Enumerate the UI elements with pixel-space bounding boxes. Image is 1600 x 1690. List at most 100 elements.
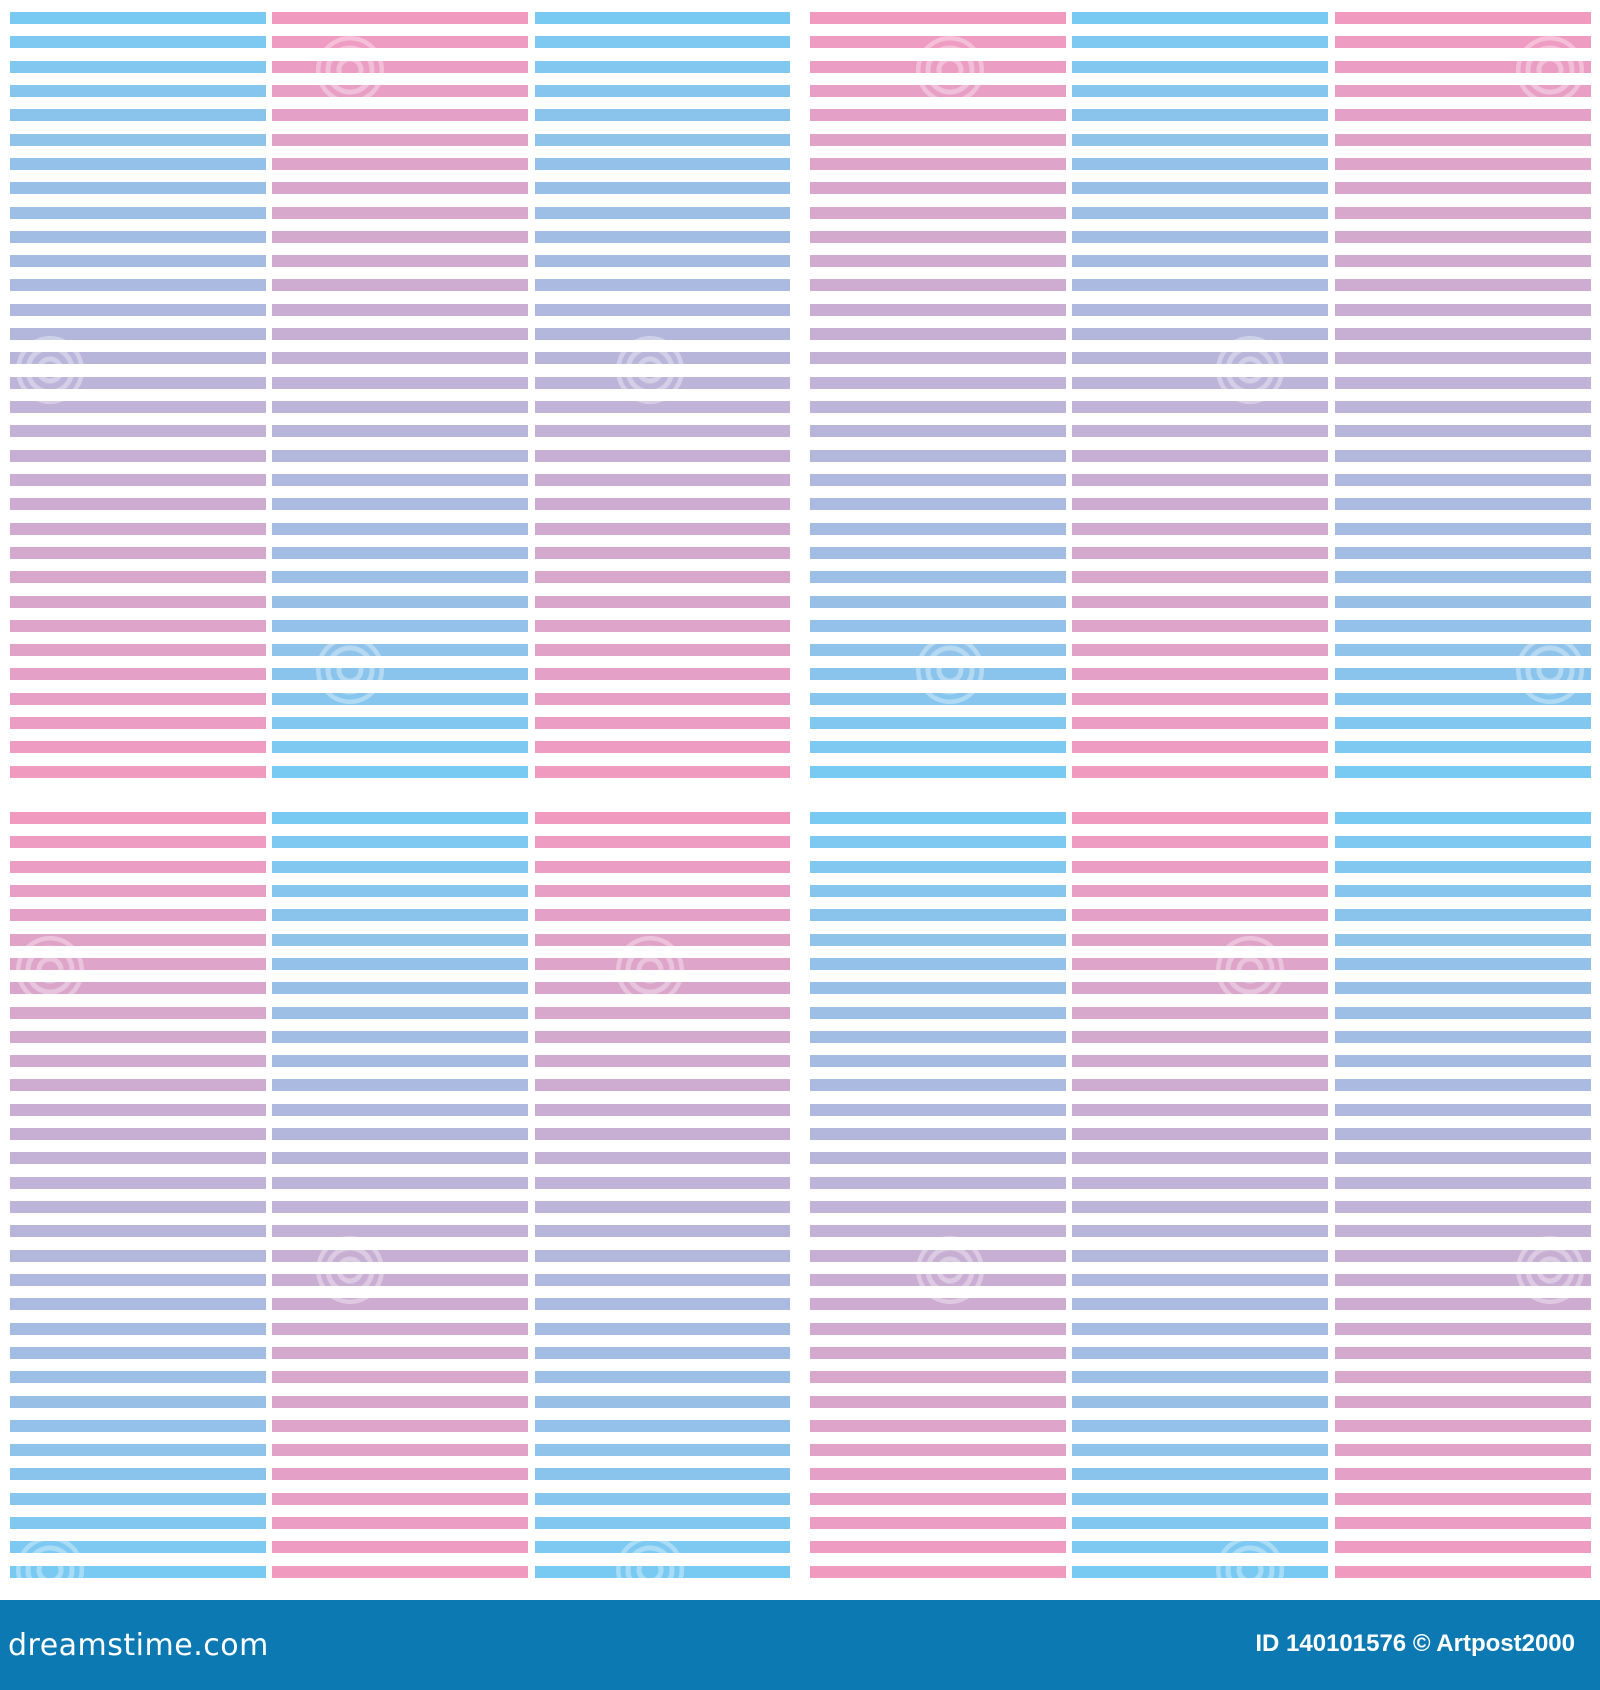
stripe [272, 377, 528, 389]
dreamstime-swirl-icon [616, 1536, 684, 1600]
stripe [272, 1347, 528, 1359]
stripe [1072, 1396, 1328, 1408]
stripe [10, 61, 266, 73]
stripe [1335, 134, 1591, 146]
stripe [272, 182, 528, 194]
stripe [1335, 1201, 1591, 1213]
stripe [810, 207, 1066, 219]
stripe [810, 1517, 1066, 1529]
stripe-block [535, 12, 790, 790]
stripe [272, 425, 528, 437]
stripe [1072, 766, 1328, 778]
stripe [1335, 1420, 1591, 1432]
stripe [10, 741, 266, 753]
stripe [1335, 523, 1591, 535]
stripe [10, 934, 266, 946]
stripe [10, 1347, 266, 1359]
stripe [10, 766, 266, 778]
stripe [1335, 207, 1591, 219]
stripe [10, 1104, 266, 1116]
stripe [810, 1468, 1066, 1480]
stripe [1335, 982, 1591, 994]
stripe [810, 304, 1066, 316]
stripe [1072, 861, 1328, 873]
stripe [272, 255, 528, 267]
stripe [535, 1298, 790, 1310]
stripe [1072, 450, 1328, 462]
stripe-block [10, 12, 266, 790]
stripe [1335, 958, 1591, 970]
stripe [1072, 571, 1328, 583]
stripe [810, 836, 1066, 848]
stripe [535, 717, 790, 729]
stripe [535, 474, 790, 486]
stripe [10, 279, 266, 291]
stripe [1335, 836, 1591, 848]
stripe [10, 1055, 266, 1067]
stripe [1072, 134, 1328, 146]
stripe [10, 352, 266, 364]
stripe [1335, 1323, 1591, 1335]
stripe [10, 1420, 266, 1432]
stripe [1335, 547, 1591, 559]
stripe [535, 1323, 790, 1335]
stripe [272, 1517, 528, 1529]
stripe [1072, 352, 1328, 364]
stripe [1335, 304, 1591, 316]
stripe [1072, 377, 1328, 389]
stripe-block [272, 12, 528, 790]
stripe [1072, 523, 1328, 535]
stripe [1072, 498, 1328, 510]
stripe [272, 1007, 528, 1019]
stripe [272, 668, 528, 680]
stripe [272, 644, 528, 656]
stripe [535, 1250, 790, 1262]
dreamstime-swirl-icon [1216, 936, 1284, 1004]
stripe [1335, 85, 1591, 97]
stripe [1335, 36, 1591, 48]
stripe [1072, 328, 1328, 340]
stripe-block [1335, 12, 1591, 790]
stripe [810, 766, 1066, 778]
stripe [535, 1347, 790, 1359]
stripe [10, 231, 266, 243]
stripe [1072, 547, 1328, 559]
stripe [272, 231, 528, 243]
stripe [810, 596, 1066, 608]
stripe [10, 1177, 266, 1189]
stripe [1072, 1079, 1328, 1091]
stripe [10, 909, 266, 921]
stripe [10, 885, 266, 897]
stripe [1072, 36, 1328, 48]
stripe [535, 812, 790, 824]
stripe [1335, 182, 1591, 194]
dreamstime-swirl-icon [316, 1236, 384, 1304]
stripe [1335, 668, 1591, 680]
stripe [10, 1541, 266, 1553]
stripe [10, 571, 266, 583]
dreamstime-swirl-icon [1216, 336, 1284, 404]
stripe [535, 352, 790, 364]
stripe [1335, 885, 1591, 897]
stripe [10, 982, 266, 994]
stripe [535, 1104, 790, 1116]
stripe [10, 158, 266, 170]
stripe [535, 741, 790, 753]
stripe [272, 1104, 528, 1116]
stripe [10, 85, 266, 97]
stripe [1072, 158, 1328, 170]
stripe [810, 255, 1066, 267]
footer-bar: dreamstime.com ID 140101576 © Artpost200… [0, 1600, 1600, 1690]
stripe [1335, 1128, 1591, 1140]
stripe [272, 1420, 528, 1432]
stripe [810, 1250, 1066, 1262]
stripe [810, 1152, 1066, 1164]
stripe [272, 474, 528, 486]
stripe [1072, 1055, 1328, 1067]
stripe [810, 812, 1066, 824]
stripe [1335, 352, 1591, 364]
dreamstime-swirl-icon [16, 336, 84, 404]
stripe [272, 1225, 528, 1237]
stripe [10, 1007, 266, 1019]
stripe [810, 523, 1066, 535]
